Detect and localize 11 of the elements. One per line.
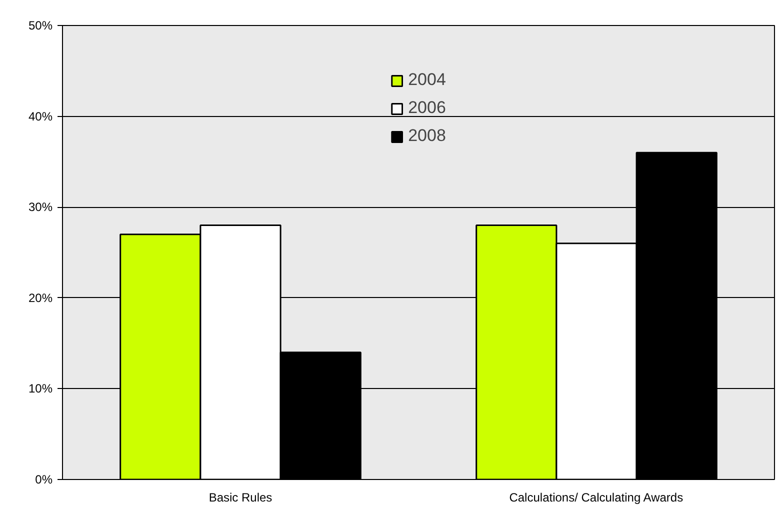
x-tick-label: Basic Rules xyxy=(208,490,272,504)
y-tick-label: 20% xyxy=(28,290,53,305)
legend-label: 2008 xyxy=(408,126,446,146)
y-tick-label: 0% xyxy=(35,472,53,486)
y-tick-label: 10% xyxy=(28,382,53,396)
y-tick-label: 30% xyxy=(28,200,53,214)
legend-label: 2006 xyxy=(408,98,446,118)
y-tick-label: 50% xyxy=(28,18,53,32)
x-tick-label: Calculations/ Calculating Awards xyxy=(509,490,684,504)
legend-label: 2004 xyxy=(408,70,446,90)
y-tick-label: 40% xyxy=(28,109,53,124)
